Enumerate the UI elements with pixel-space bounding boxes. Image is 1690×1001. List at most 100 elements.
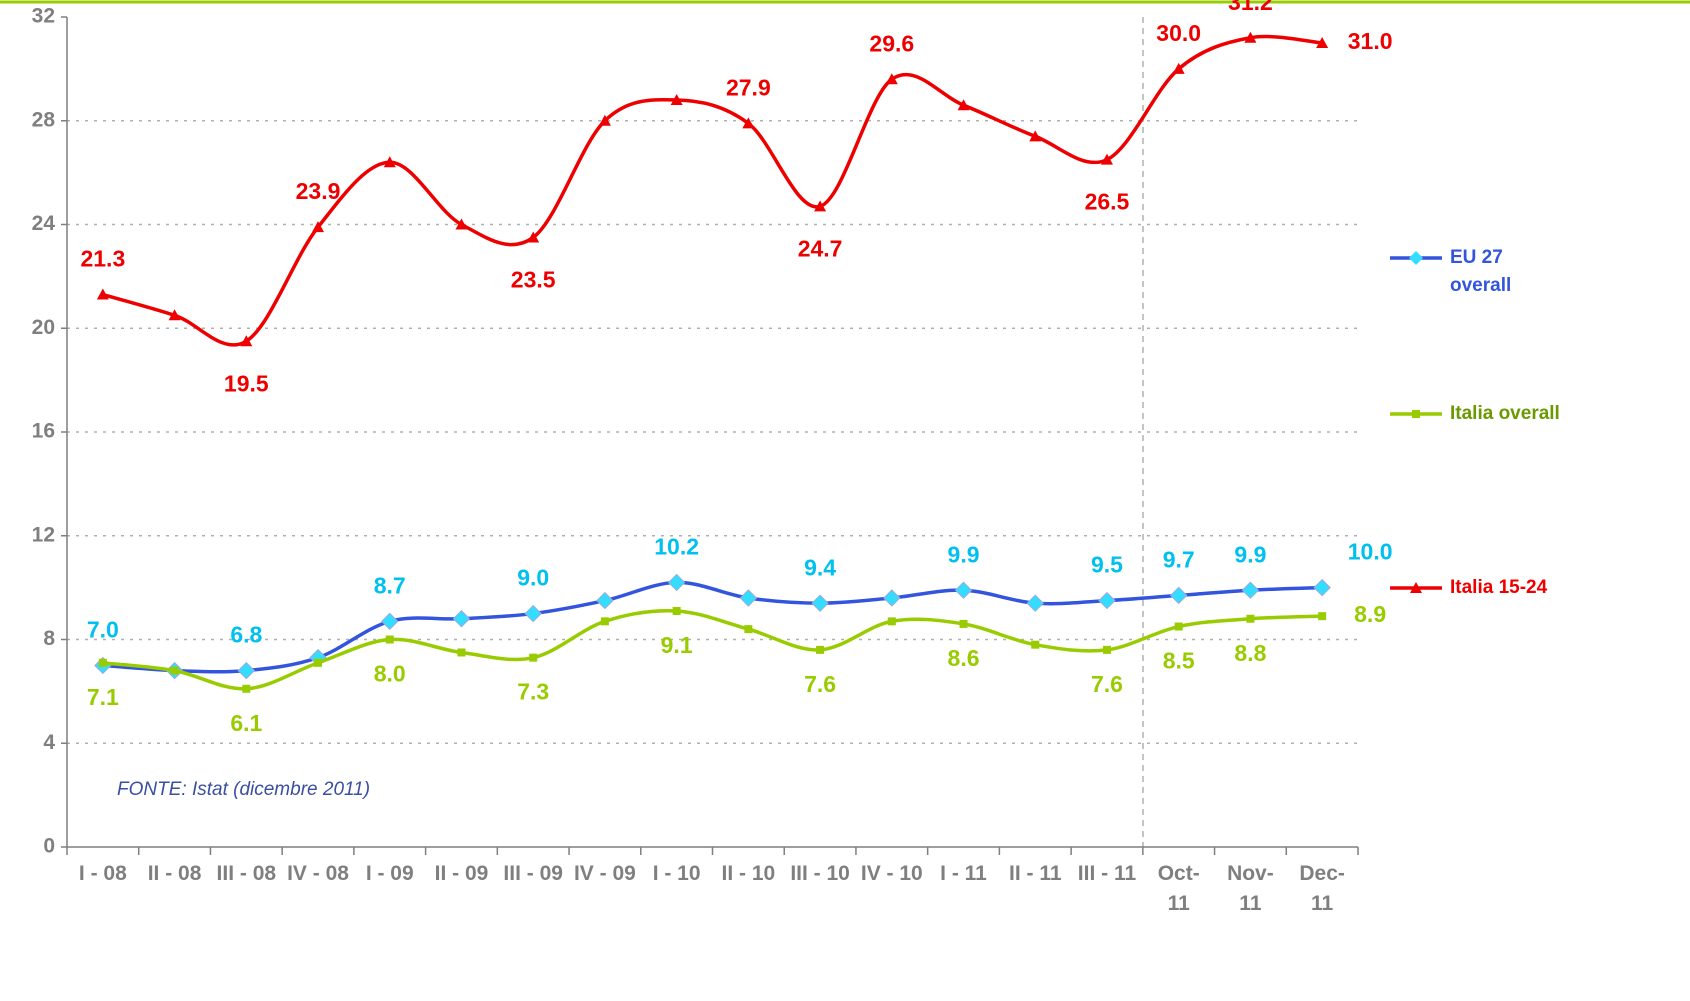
data-label: 8.5 [1163, 648, 1195, 674]
x-tick-label: II - 11 [1008, 862, 1062, 885]
data-label: 7.3 [517, 679, 549, 705]
marker [381, 612, 399, 631]
marker [529, 653, 538, 662]
marker [452, 610, 471, 628]
x-tick-label: Dec-11 [1299, 862, 1345, 915]
legend-marker [1412, 410, 1420, 418]
y-tick-label: 32 [32, 5, 55, 28]
marker [457, 648, 466, 657]
y-tick-label: 4 [43, 731, 55, 754]
marker [170, 666, 179, 675]
marker [168, 309, 181, 321]
data-label: 24.7 [798, 235, 843, 261]
marker [742, 117, 755, 129]
data-label: 9.9 [948, 541, 980, 567]
x-tick-label: I - 10 [652, 862, 701, 885]
x-tick-label: IV - 10 [860, 862, 923, 885]
legend-label: Italia 15-24 [1450, 577, 1548, 598]
legend-marker [1410, 582, 1422, 593]
y-tick-label: 8 [43, 627, 55, 650]
marker [600, 617, 609, 626]
data-label: 10.2 [654, 534, 699, 560]
x-tick-label: I - 09 [365, 862, 414, 885]
marker [954, 581, 973, 599]
marker [98, 658, 107, 667]
data-label: 9.1 [661, 632, 693, 658]
marker [1169, 586, 1188, 605]
y-tick-label: 12 [32, 523, 55, 546]
x-tick-label: Nov-11 [1227, 862, 1274, 915]
data-label: 6.1 [230, 710, 262, 736]
marker [1241, 581, 1260, 599]
x-tick-label: IV - 08 [287, 862, 349, 885]
data-label: 29.6 [869, 30, 914, 56]
data-label: 26.5 [1085, 189, 1130, 215]
data-label: 6.8 [230, 622, 262, 648]
marker [670, 94, 683, 105]
data-label: 8.0 [374, 661, 406, 687]
data-label: 31.0 [1348, 28, 1393, 54]
marker [814, 200, 827, 212]
data-label: 9.5 [1091, 552, 1123, 578]
marker [1098, 591, 1116, 610]
marker [237, 661, 256, 680]
y-tick-label: 20 [32, 316, 55, 339]
marker [1246, 614, 1255, 623]
marker [242, 684, 251, 693]
x-tick-label: I - 08 [78, 862, 127, 885]
y-tick-label: 28 [32, 108, 56, 131]
data-label: 31.2 [1228, 0, 1273, 15]
legend-marker [1409, 251, 1423, 265]
marker [527, 231, 540, 243]
source-note: FONTE: Istat (dicembre 2011) [117, 779, 370, 800]
data-label: 27.9 [726, 74, 771, 100]
data-label: 19.5 [224, 370, 269, 396]
marker [1318, 612, 1327, 621]
data-label: 9.0 [517, 565, 549, 591]
marker [959, 619, 968, 628]
data-label: 7.0 [87, 617, 119, 643]
x-tick-label: IV - 09 [573, 862, 636, 885]
data-label: 23.5 [511, 267, 556, 293]
marker [455, 218, 468, 230]
y-tick-label: 0 [43, 835, 55, 858]
data-label: 23.9 [296, 178, 341, 204]
marker [885, 73, 898, 85]
marker [1244, 31, 1257, 43]
y-tick-label: 24 [32, 212, 56, 235]
data-label: 21.3 [80, 246, 125, 272]
data-label: 9.9 [1234, 541, 1266, 567]
data-label: 30.0 [1156, 20, 1201, 46]
series-line [102, 580, 1323, 674]
marker [811, 594, 829, 612]
marker [957, 99, 970, 111]
x-tick-label: III - 09 [503, 862, 563, 885]
x-tick-label: Oct-11 [1157, 862, 1200, 915]
data-label: 8.8 [1234, 640, 1266, 666]
x-tick-label: III - 11 [1077, 862, 1137, 885]
data-label: 9.4 [804, 554, 836, 580]
marker [744, 625, 753, 634]
x-tick-label: I - 11 [940, 862, 987, 885]
series-line [102, 608, 1323, 691]
marker [739, 589, 758, 607]
data-label: 7.6 [1091, 671, 1123, 697]
x-tick-label: II - 08 [147, 862, 202, 885]
marker [1313, 578, 1331, 597]
marker [385, 635, 394, 644]
marker [596, 591, 614, 610]
marker [1031, 640, 1040, 649]
legend-label: EU 27 overall [1450, 247, 1512, 296]
x-tick-label: II - 10 [721, 862, 776, 885]
x-tick-label: III - 08 [216, 862, 277, 885]
marker [816, 645, 825, 654]
marker [1026, 594, 1044, 612]
data-label: 8.7 [374, 572, 406, 598]
marker [96, 288, 109, 300]
y-tick-label: 16 [32, 420, 55, 443]
marker [312, 221, 325, 233]
marker [1316, 36, 1329, 48]
legend-label: Italia overall [1450, 403, 1560, 424]
